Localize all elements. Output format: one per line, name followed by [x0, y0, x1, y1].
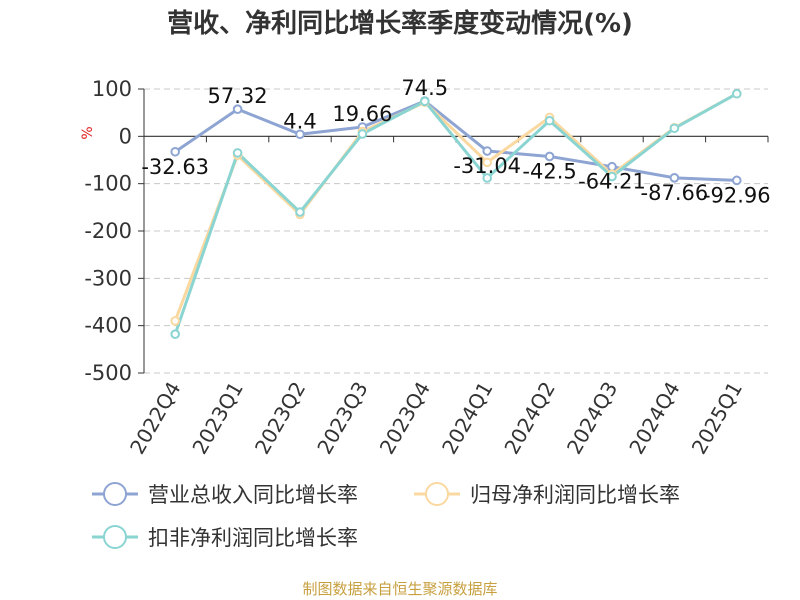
legend-marker [103, 525, 127, 549]
data-label: -92.96 [703, 183, 771, 207]
data-point [357, 129, 368, 139]
data-label: -87.66 [641, 181, 709, 205]
data-label: 57.32 [208, 84, 268, 108]
y-tick-label: 0 [119, 124, 132, 148]
data-point [544, 151, 555, 162]
data-point [669, 123, 680, 134]
data-point [170, 316, 180, 326]
data-label: -42.5 [522, 159, 576, 183]
legend-marker [425, 482, 449, 506]
data-label: -64.21 [578, 170, 646, 194]
data-label: 4.4 [283, 109, 316, 133]
x-tick-labels: 2022Q4 2023Q1 2023Q2 2023Q3 2023Q4 2024Q1 2024… [125, 378, 747, 459]
legend-label: 扣非净利润同比增长率 [148, 526, 358, 550]
x-tick-label: 2024Q1 [437, 378, 497, 459]
series-line [174, 99, 737, 182]
legend-label: 归母净利润同比增长率 [470, 483, 680, 507]
data-point [170, 146, 180, 157]
x-tick-label: 2023Q2 [250, 378, 310, 459]
y-tick-label: -500 [84, 361, 132, 385]
y-tick-label: 100 [92, 77, 132, 101]
data-point [607, 171, 617, 182]
x-tick-label: 2023Q3 [312, 378, 372, 459]
x-tick-label: 2025Q1 [687, 378, 747, 459]
data-point [482, 173, 493, 183]
x-tick-label: 2024Q2 [499, 378, 559, 459]
data-point [544, 115, 555, 126]
legend-label: 营业总收入同比增长率 [148, 483, 358, 507]
y-tick-label: -400 [84, 314, 132, 338]
y-tick-label: -200 [84, 219, 132, 243]
data-label: 19.66 [332, 102, 392, 126]
y-axis-label: % [80, 126, 96, 139]
data-point [669, 173, 680, 183]
data-point [482, 157, 493, 168]
data-label: -31.04 [453, 154, 521, 178]
x-tick-label: 2024Q4 [624, 378, 684, 459]
data-point [295, 129, 305, 140]
data-label: 74.5 [401, 76, 448, 100]
series-line [173, 92, 738, 335]
chart-title: 营收、净利同比增长率季度变动情况(%) [167, 8, 633, 39]
y-tick-label: -100 [84, 172, 132, 196]
y-tick-labels: 100 0 -100 -200 -300 -400 -500 [84, 77, 132, 385]
legend-marker [103, 482, 127, 506]
grid-lines [144, 88, 768, 374]
y-tick-label: -300 [84, 266, 132, 290]
source-note: 制图数据来自恒生聚源数据库 [302, 580, 497, 598]
data-labels: -32.63 57.32 4.4 19.66 74.5 -31.04 -42.5 -64.21… [141, 76, 770, 207]
series-group [170, 88, 742, 339]
data-point [295, 207, 305, 217]
x-tick-label: 2022Q4 [125, 378, 185, 459]
data-point [732, 175, 742, 186]
data-point [170, 329, 180, 339]
data-point [482, 146, 493, 156]
x-tick-label: 2023Q4 [375, 378, 435, 459]
data-point [232, 104, 243, 115]
x-tick-label: 2024Q3 [562, 378, 622, 459]
data-point [420, 96, 430, 107]
data-point [232, 148, 243, 158]
data-point [732, 88, 742, 99]
x-tick-label: 2023Q1 [187, 378, 247, 459]
data-label: -32.63 [141, 155, 209, 179]
